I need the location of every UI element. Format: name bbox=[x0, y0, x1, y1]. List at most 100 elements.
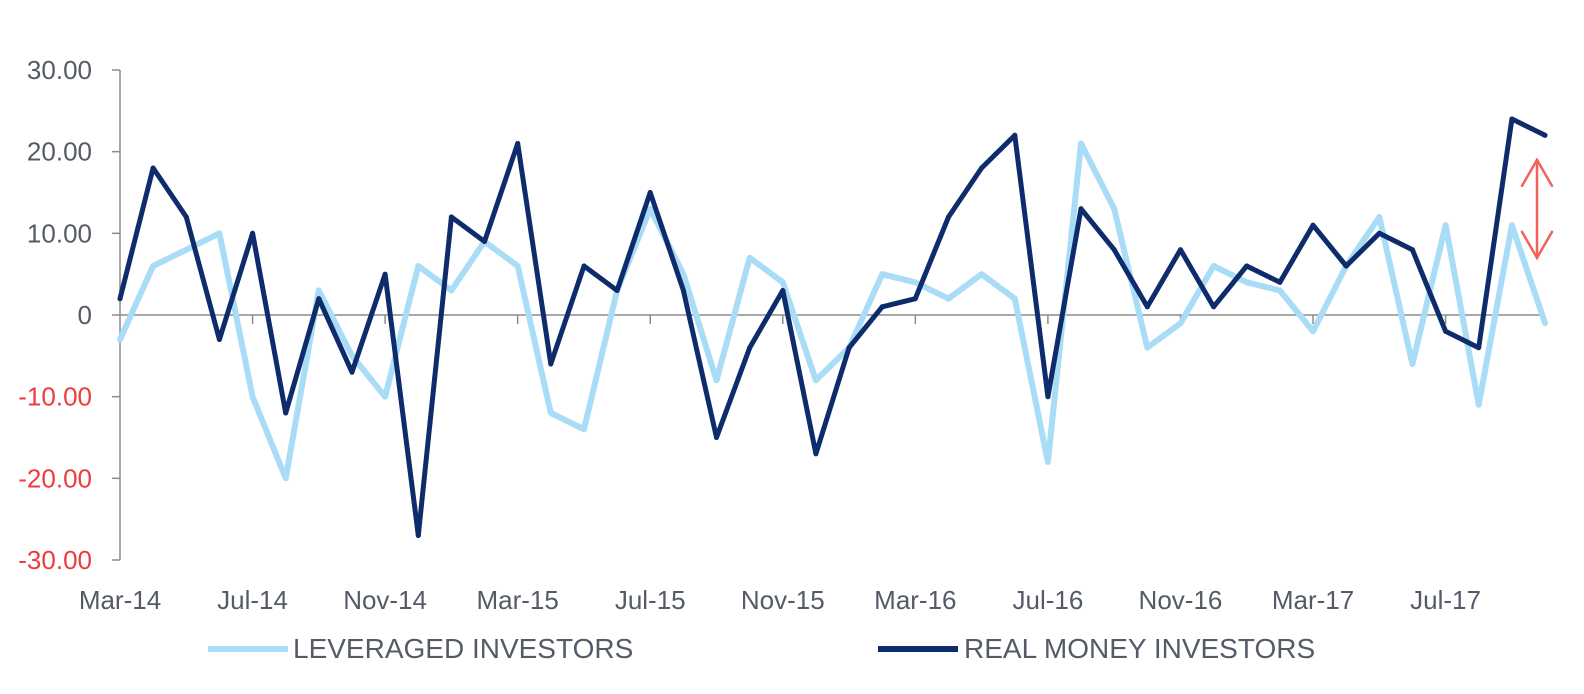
series-0-point bbox=[548, 410, 554, 416]
series-1-point bbox=[316, 296, 322, 302]
series-0-point bbox=[714, 377, 719, 383]
x-tick-label: Mar-16 bbox=[874, 585, 956, 615]
series-1-point bbox=[1277, 279, 1283, 285]
legend-item-1: REAL MONEY INVESTORS bbox=[878, 633, 1315, 664]
series-1-point bbox=[1542, 132, 1548, 138]
series-1-point bbox=[117, 296, 123, 302]
series-1-point bbox=[879, 304, 885, 310]
series-0-point bbox=[946, 296, 951, 302]
y-tick-label: -20.00 bbox=[18, 463, 92, 493]
series-0-point bbox=[1509, 222, 1515, 228]
series-0-point bbox=[448, 288, 454, 293]
series-1-point bbox=[680, 288, 686, 293]
x-axis-ticks: Mar-14 Jul-14 Nov-14 Mar-15 Jul-15 Nov-15 Mar-… bbox=[79, 315, 1481, 615]
series-1-point bbox=[1476, 345, 1482, 351]
series-lines bbox=[117, 116, 1548, 538]
series-1-point bbox=[1244, 263, 1250, 269]
series-0-point bbox=[1244, 279, 1250, 285]
x-tick-label: Mar-17 bbox=[1272, 585, 1354, 615]
series-1-point bbox=[150, 165, 156, 171]
series-0-point bbox=[979, 271, 985, 277]
series-1-point bbox=[581, 263, 587, 269]
x-tick-label: Nov-15 bbox=[741, 585, 825, 615]
series-0-point bbox=[813, 377, 819, 383]
series-0-point bbox=[680, 271, 686, 277]
series-1-point bbox=[448, 214, 454, 220]
annotations bbox=[1520, 157, 1554, 261]
series-0-point bbox=[183, 247, 189, 253]
series-1-point bbox=[1178, 247, 1183, 253]
y-tick-label: 20.00 bbox=[27, 137, 92, 167]
series-0-point bbox=[1045, 459, 1051, 465]
x-tick-label: Nov-14 bbox=[343, 585, 427, 615]
series-1-point bbox=[1409, 247, 1415, 253]
series-0-point bbox=[250, 394, 256, 400]
series-1-point bbox=[1343, 263, 1349, 269]
series-1-point bbox=[1144, 304, 1150, 310]
x-tick-label: Jul-17 bbox=[1410, 585, 1481, 615]
x-tick-label: Jul-14 bbox=[217, 585, 288, 615]
series-0-point bbox=[1012, 296, 1018, 302]
series-1-point bbox=[1509, 116, 1515, 122]
series-0-point bbox=[1111, 206, 1117, 212]
series-0-point bbox=[780, 279, 786, 285]
y-tick-label: -30.00 bbox=[18, 545, 92, 575]
series-0-point bbox=[349, 353, 355, 359]
series-0-point bbox=[1409, 361, 1415, 367]
series-1-point bbox=[482, 239, 487, 244]
series-0-point bbox=[1078, 141, 1084, 146]
series-line-1 bbox=[117, 116, 1548, 538]
x-tick-label: Jul-15 bbox=[615, 585, 686, 615]
series-1-point bbox=[714, 435, 719, 440]
series-0-point bbox=[1277, 288, 1283, 293]
series-0-point bbox=[382, 394, 388, 400]
series-line-0 bbox=[117, 140, 1548, 482]
y-tick-label: 30.00 bbox=[27, 55, 92, 85]
series-0-point bbox=[150, 263, 156, 269]
y-tick-label: 0 bbox=[78, 300, 92, 330]
series-0-point bbox=[515, 263, 521, 269]
series-0-point bbox=[1443, 222, 1449, 228]
series-0-point bbox=[1310, 328, 1316, 334]
series-1-point bbox=[250, 230, 256, 236]
series-0-point bbox=[747, 255, 753, 261]
series-1-point bbox=[813, 451, 819, 457]
series-0-point bbox=[1178, 320, 1183, 326]
series-0-point bbox=[1476, 402, 1482, 408]
series-1-point bbox=[548, 361, 554, 367]
series-0-point bbox=[283, 475, 289, 481]
series-1-point bbox=[846, 345, 852, 351]
series-1-point bbox=[1111, 247, 1117, 253]
series-1-point bbox=[1211, 304, 1217, 310]
series-0-point bbox=[216, 230, 222, 236]
series-1-point bbox=[183, 214, 189, 220]
series-1-point bbox=[979, 165, 985, 171]
series-1-point bbox=[283, 410, 289, 416]
series-1-point bbox=[382, 271, 388, 277]
x-tick-label: Mar-14 bbox=[79, 585, 161, 615]
series-1-point bbox=[614, 288, 620, 293]
double-arrow-annotation bbox=[1520, 157, 1554, 261]
x-tick-label: Mar-15 bbox=[476, 585, 558, 615]
series-1-point bbox=[216, 337, 222, 342]
series-0-point bbox=[1376, 214, 1382, 220]
x-tick-label: Nov-16 bbox=[1139, 585, 1223, 615]
legend-item-0: LEVERAGED INVESTORS bbox=[208, 633, 633, 664]
series-1-point bbox=[1443, 328, 1449, 334]
series-0-point bbox=[912, 279, 918, 285]
series-1-point bbox=[1012, 132, 1018, 138]
series-0-point bbox=[647, 206, 653, 212]
series-1-point bbox=[515, 141, 521, 146]
series-1-point bbox=[647, 190, 653, 195]
series-1-point bbox=[912, 296, 918, 302]
series-0-point bbox=[316, 288, 322, 293]
series-1-point bbox=[415, 533, 421, 538]
series-1-point bbox=[1045, 394, 1051, 400]
series-0-point bbox=[1144, 345, 1150, 351]
series-0-point bbox=[879, 271, 885, 277]
series-1-point bbox=[747, 345, 753, 351]
series-0-point bbox=[117, 337, 123, 342]
legend-label: REAL MONEY INVESTORS bbox=[964, 633, 1315, 664]
series-0-point bbox=[581, 426, 587, 432]
